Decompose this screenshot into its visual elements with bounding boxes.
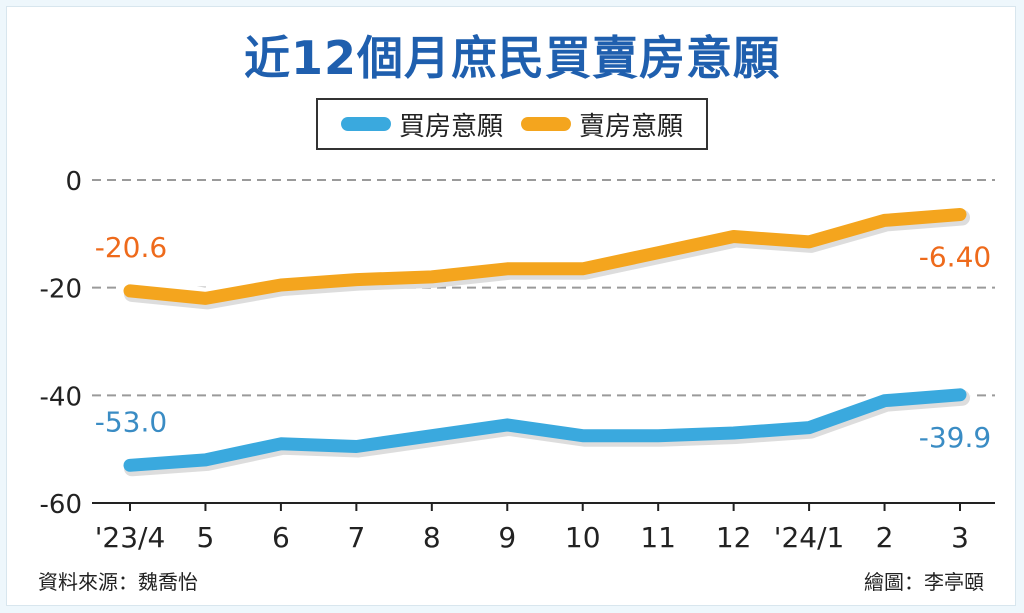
x-tick-label: 8: [423, 521, 441, 554]
data-label-start: -20.6: [95, 231, 167, 264]
x-tick-label: 12: [716, 521, 752, 554]
x-tick-label: 6: [272, 521, 290, 554]
x-tick-label: 2: [876, 521, 894, 554]
legend-item-buy: 買房意願: [340, 106, 503, 143]
x-tick-label: '24/1: [774, 521, 845, 554]
x-tick-label: 11: [640, 521, 676, 554]
data-label-end: -6.40: [919, 240, 991, 273]
series-line-sell: [123, 208, 967, 305]
source-note: 資料來源：魏喬怡: [38, 570, 198, 594]
credit-note: 繪圖：李亭頤: [864, 570, 984, 594]
x-tick-label: 9: [498, 521, 516, 554]
legend-swatch-sell: [521, 117, 571, 131]
series-line-buy: [123, 388, 967, 472]
legend-label-buy: 買房意願: [398, 111, 503, 142]
data-label-end: -39.9: [919, 421, 991, 454]
chart-title: 近12個月庶民買賣房意願: [243, 31, 780, 85]
legend-label-sell: 賣房意願: [579, 111, 684, 142]
data-label-start: -53.0: [95, 405, 167, 438]
y-tick-label: -20: [40, 275, 82, 305]
x-tick-label: 3: [951, 521, 969, 554]
x-tick-label: 5: [197, 521, 215, 554]
legend-swatch-buy: [340, 117, 391, 131]
x-tick-label: 10: [565, 521, 601, 554]
legend-item-sell: 賣房意願: [521, 106, 683, 143]
y-tick-label: -60: [40, 490, 82, 520]
y-tick-label: 0: [65, 167, 82, 197]
legend: 買房意願 賣房意願: [316, 98, 708, 150]
x-tick-label: 7: [347, 521, 365, 554]
y-tick-label: -40: [40, 382, 82, 412]
x-tick-label: '23/4: [95, 521, 166, 554]
